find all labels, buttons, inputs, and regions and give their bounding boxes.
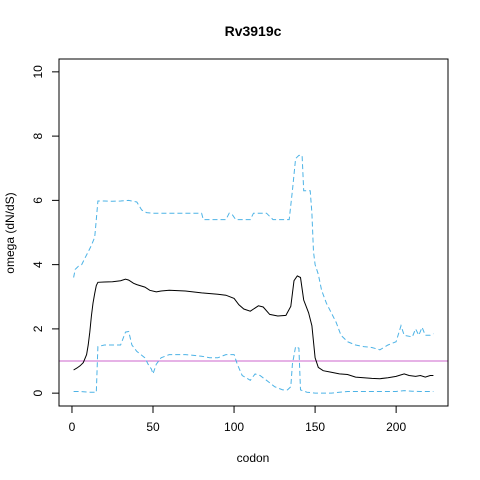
series-line-lower: [73, 330, 434, 394]
x-tick-label: 50: [146, 420, 160, 434]
x-axis-label: codon: [237, 451, 270, 465]
x-tick-label: 150: [305, 420, 325, 434]
plot-frame: [58, 58, 449, 407]
chart-title: Rv3919c: [225, 23, 282, 39]
y-tick-label: 4: [31, 261, 45, 268]
x-tick-label: 100: [224, 420, 244, 434]
x-tick-label: 200: [386, 420, 406, 434]
y-tick-label: 8: [31, 132, 45, 139]
y-tick-label: 2: [31, 325, 45, 332]
series-line-estimate: [73, 275, 434, 380]
y-tick-label: 0: [31, 389, 45, 396]
series-layer: [73, 154, 434, 394]
y-axis: 0 2 4 6 8 10: [31, 65, 60, 396]
x-tick-label: 0: [69, 420, 76, 434]
x-axis: 0 50 100 150 200: [69, 405, 406, 434]
y-axis-label: omega (dN/dS): [3, 192, 17, 273]
y-tick-label: 10: [31, 65, 45, 79]
y-tick-label: 6: [31, 197, 45, 204]
series-line-upper: [73, 154, 434, 351]
